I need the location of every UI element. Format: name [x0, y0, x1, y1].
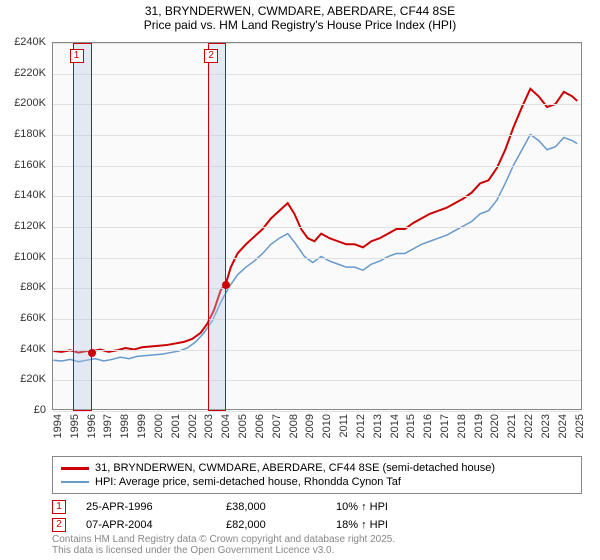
y-tick-label: £80K: [20, 281, 46, 293]
x-tick-label: 2013: [372, 414, 384, 438]
x-tick-label: 2010: [321, 414, 333, 438]
y-tick-label: £60K: [20, 312, 46, 324]
x-tick-label: 1996: [86, 414, 98, 438]
gridline: [53, 166, 581, 167]
chart-container: 31, BRYNDERWEN, CWMDARE, ABERDARE, CF44 …: [0, 0, 600, 560]
y-tick-label: £140K: [14, 189, 46, 201]
transaction-badge: 2: [204, 49, 218, 63]
x-tick-label: 2011: [338, 414, 350, 438]
y-tick-label: £40K: [20, 343, 46, 355]
x-tick-label: 2018: [456, 414, 468, 438]
x-tick-label: 2024: [557, 414, 569, 438]
gridline: [53, 227, 581, 228]
x-tick-label: 2009: [304, 414, 316, 438]
marker-date: 25-APR-1996: [86, 501, 206, 513]
y-tick-label: £200K: [14, 97, 46, 109]
marker-badge: 1: [52, 500, 66, 514]
chart-subtitle: Price paid vs. HM Land Registry's House …: [0, 18, 600, 38]
gridline: [53, 135, 581, 136]
x-tick-label: 2014: [389, 414, 401, 438]
chart-title: 31, BRYNDERWEN, CWMDARE, ABERDARE, CF44 …: [0, 0, 600, 18]
gridline: [53, 380, 581, 381]
marker-row: 1 25-APR-1996 £38,000 10% ↑ HPI: [52, 498, 582, 516]
chart-svg: [53, 43, 581, 409]
footer: Contains HM Land Registry data © Crown c…: [52, 534, 395, 556]
gridline: [53, 43, 581, 44]
legend: 31, BRYNDERWEN, CWMDARE, ABERDARE, CF44 …: [52, 456, 582, 494]
y-tick-label: £0: [34, 404, 46, 416]
x-tick-label: 1995: [69, 414, 81, 438]
footer-line2: This data is licensed under the Open Gov…: [52, 545, 395, 556]
footer-line1: Contains HM Land Registry data © Crown c…: [52, 534, 395, 545]
x-tick-label: 2001: [170, 414, 182, 438]
x-tick-label: 2005: [237, 414, 249, 438]
x-tick-label: 2022: [523, 414, 535, 438]
y-tick-label: £240K: [14, 36, 46, 48]
gridline: [53, 258, 581, 259]
gridline: [53, 288, 581, 289]
legend-label: 31, BRYNDERWEN, CWMDARE, ABERDARE, CF44 …: [95, 462, 495, 474]
y-tick-label: £160K: [14, 159, 46, 171]
marker-price: £82,000: [226, 519, 316, 531]
x-tick-label: 2007: [271, 414, 283, 438]
gridline: [53, 74, 581, 75]
legend-row: HPI: Average price, semi-detached house,…: [61, 475, 573, 489]
x-axis: 1994 1995 1996 1997 1998 1999 2000 2001 2002 2003…: [52, 410, 582, 460]
x-tick-label: 2019: [473, 414, 485, 438]
x-tick-label: 2025: [574, 414, 586, 438]
x-tick-label: 2015: [405, 414, 417, 438]
transaction-dot: [222, 281, 230, 289]
x-tick-label: 2020: [489, 414, 501, 438]
transaction-badge: 1: [70, 49, 84, 63]
y-axis: £0£20K£40K£60K£80K£100K£120K£140K£160K£1…: [0, 42, 50, 410]
y-tick-label: £180K: [14, 128, 46, 140]
x-tick-label: 1998: [119, 414, 131, 438]
x-tick-label: 1999: [136, 414, 148, 438]
legend-label: HPI: Average price, semi-detached house,…: [95, 476, 401, 488]
gridline: [53, 196, 581, 197]
legend-row: 31, BRYNDERWEN, CWMDARE, ABERDARE, CF44 …: [61, 461, 573, 475]
x-tick-label: 2004: [220, 414, 232, 438]
x-tick-label: 2021: [506, 414, 518, 438]
x-tick-label: 1994: [52, 414, 64, 438]
x-tick-label: 2012: [355, 414, 367, 438]
marker-date: 07-APR-2004: [86, 519, 206, 531]
marker-badge: 2: [52, 518, 66, 532]
marker-pct: 18% ↑ HPI: [336, 519, 456, 531]
series-property-price: [53, 89, 577, 353]
y-tick-label: £20K: [20, 373, 46, 385]
x-tick-label: 1997: [102, 414, 114, 438]
marker-price: £38,000: [226, 501, 316, 513]
x-tick-label: 2002: [187, 414, 199, 438]
x-tick-label: 2023: [540, 414, 552, 438]
x-tick-label: 2017: [439, 414, 451, 438]
x-tick-label: 2000: [153, 414, 165, 438]
gridline: [53, 350, 581, 351]
marker-pct: 10% ↑ HPI: [336, 501, 456, 513]
series-hpi: [53, 135, 577, 362]
marker-row: 2 07-APR-2004 £82,000 18% ↑ HPI: [52, 516, 582, 534]
x-tick-label: 2006: [254, 414, 266, 438]
transaction-dot: [88, 349, 96, 357]
x-tick-label: 2008: [288, 414, 300, 438]
markers-table: 1 25-APR-1996 £38,000 10% ↑ HPI 2 07-APR-2004…: [52, 498, 582, 534]
transaction-window: [208, 43, 227, 411]
gridline: [53, 104, 581, 105]
y-tick-label: £100K: [14, 251, 46, 263]
legend-swatch: [61, 481, 89, 483]
legend-swatch: [61, 467, 89, 470]
y-tick-label: £220K: [14, 67, 46, 79]
x-tick-label: 2003: [203, 414, 215, 438]
gridline: [53, 319, 581, 320]
y-tick-label: £120K: [14, 220, 46, 232]
plot-area: 12: [52, 42, 582, 410]
x-tick-label: 2016: [422, 414, 434, 438]
